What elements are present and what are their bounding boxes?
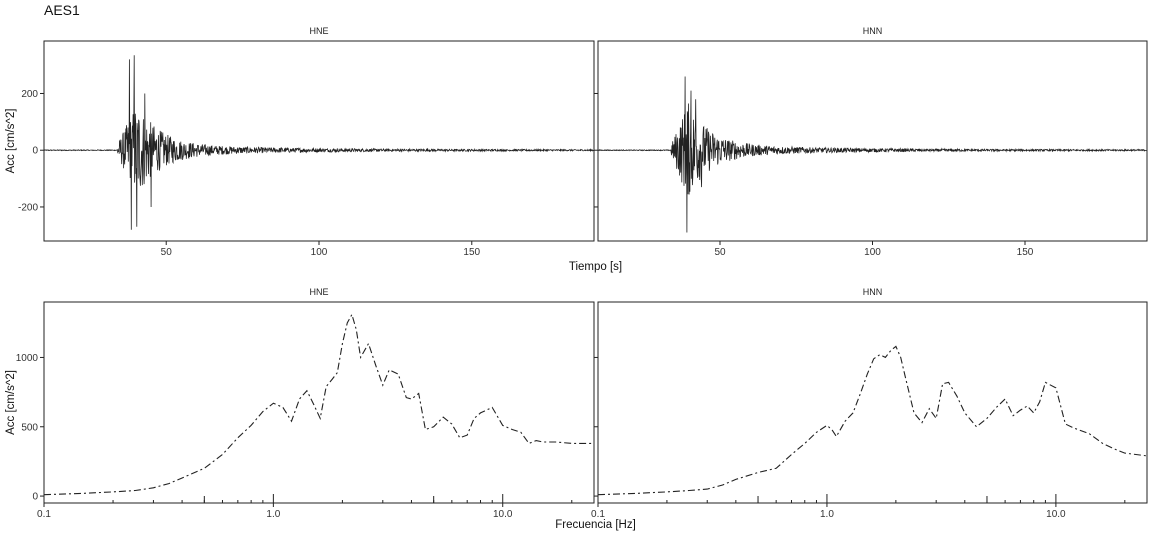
strip-label-spectrum-hne: HNE [309, 287, 328, 297]
strip-label-time-hnn: HNN [863, 26, 883, 36]
y-tick-label: 200 [21, 89, 38, 100]
x-tick-label: 50 [714, 247, 726, 258]
x-tick-label: 100 [864, 247, 881, 258]
y-tick-label: 1000 [16, 353, 39, 364]
spectrum-panel-hne [43, 301, 595, 504]
x-tick-label: 10.0 [493, 509, 513, 520]
x-tick-label: 10.0 [1046, 509, 1066, 520]
x-tick-label: 100 [311, 247, 328, 258]
waveform-hne [43, 55, 594, 230]
x-axis-title-frequency: Frecuencia [Hz] [555, 519, 636, 531]
x-tick-label: 0.1 [591, 509, 605, 520]
x-axis-title-time: Tiempo [s] [569, 261, 622, 273]
x-tick-label: 50 [161, 247, 173, 258]
y-tick-label: 500 [21, 422, 38, 433]
x-tick-label: 0.1 [37, 509, 51, 520]
y-tick-label: 0 [32, 146, 38, 157]
time-panel-hne [43, 40, 595, 242]
x-tick-label: 1.0 [266, 509, 280, 520]
strip-label-spectrum-hnn: HNN [863, 287, 883, 297]
x-tick-label: 1.0 [820, 509, 834, 520]
spectrum-line-hne [43, 313, 594, 496]
x-tick-label: 150 [1017, 247, 1034, 258]
y-tick-label: -200 [18, 202, 38, 213]
strip-label-time-hne: HNE [309, 26, 328, 36]
figure-title: AES1 [44, 2, 80, 18]
spectrum-line-hnn [597, 345, 1148, 496]
spectrum-panel-hnn [597, 301, 1148, 504]
y-tick-label: 0 [32, 492, 38, 503]
y-axis-title-time: Acc [cm/s^2] [5, 109, 17, 174]
x-tick-label: 150 [463, 247, 480, 258]
y-axis-title-spectrum: Acc [cm/s^2] [5, 370, 17, 435]
waveform-hnn [597, 76, 1147, 233]
